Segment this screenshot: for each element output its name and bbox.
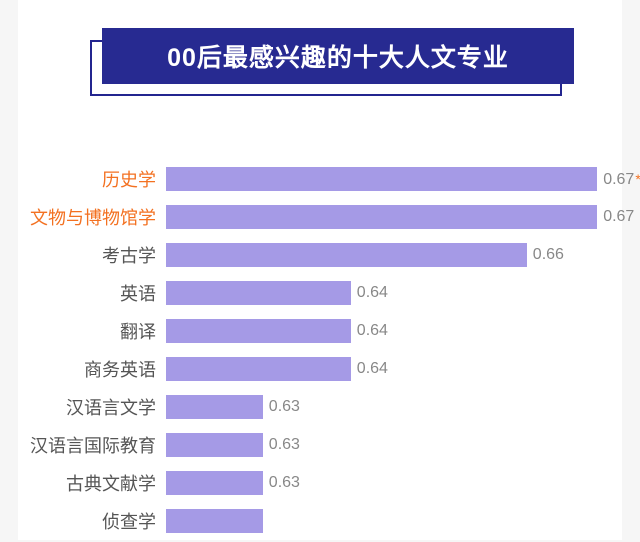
bar-value: 0.63 — [269, 395, 300, 419]
chart-row: 翻译 0.64 — [26, 312, 606, 350]
row-label: 汉语言文学 — [26, 394, 166, 420]
bar — [166, 205, 597, 229]
bar-area: 0.67* — [166, 167, 606, 191]
title-block: 00后最感兴趣的十大人文专业 — [18, 0, 622, 110]
bar — [166, 433, 263, 457]
bar-area: 0.64 — [166, 357, 606, 381]
card: 00后最感兴趣的十大人文专业 历史学0.67*文物与博物馆学0.67考古学0.6… — [18, 0, 622, 540]
row-label: 考古学 — [26, 242, 166, 268]
bar-value: 0.63 — [269, 433, 300, 457]
bar-value: 0.67 — [603, 205, 634, 229]
chart-row: 古典文献学 0.63 — [26, 464, 606, 502]
bar-area: 0.63 — [166, 471, 606, 495]
bar — [166, 243, 527, 267]
bar-value: 0.63 — [269, 471, 300, 495]
bar-area: 0.63 — [166, 433, 606, 457]
row-label: 英语 — [26, 280, 166, 306]
bar-area: 0.64 — [166, 319, 606, 343]
bar — [166, 319, 351, 343]
row-label: 历史学 — [26, 166, 166, 192]
row-label: 古典文献学 — [26, 470, 166, 496]
row-label: 侦查学 — [26, 508, 166, 534]
chart-row: 侦查学 — [26, 502, 606, 540]
chart-row: 商务英语 0.64 — [26, 350, 606, 388]
bar-value: 0.67* — [603, 167, 640, 192]
chart-row: 文物与博物馆学0.67 — [26, 198, 606, 236]
bar-value: 0.64 — [357, 281, 388, 305]
bar-area: 0.66 — [166, 243, 606, 267]
bar — [166, 509, 263, 533]
bar — [166, 395, 263, 419]
chart-row: 历史学0.67* — [26, 160, 606, 198]
asterisk-icon: * — [635, 171, 640, 187]
bar-area: 0.63 — [166, 395, 606, 419]
bar-area — [166, 509, 606, 533]
chart-row: 汉语言国际教育 0.63 — [26, 426, 606, 464]
bar — [166, 281, 351, 305]
bar-value: 0.64 — [357, 357, 388, 381]
row-label: 汉语言国际教育 — [26, 432, 166, 458]
page-title: 00后最感兴趣的十大人文专业 — [102, 28, 574, 84]
row-label: 翻译 — [26, 318, 166, 344]
row-label: 商务英语 — [26, 356, 166, 382]
bar — [166, 357, 351, 381]
bar-value: 0.64 — [357, 319, 388, 343]
bar — [166, 167, 597, 191]
bar-area: 0.64 — [166, 281, 606, 305]
chart-row: 考古学 0.66 — [26, 236, 606, 274]
bar-value: 0.66 — [533, 243, 564, 267]
chart-row: 英语 0.64 — [26, 274, 606, 312]
row-label: 文物与博物馆学 — [26, 204, 166, 230]
bar-chart: 历史学0.67*文物与博物馆学0.67考古学0.66英语0.64翻译0.64商务… — [18, 160, 622, 540]
bar — [166, 471, 263, 495]
bar-area: 0.67 — [166, 205, 606, 229]
chart-row: 汉语言文学 0.63 — [26, 388, 606, 426]
